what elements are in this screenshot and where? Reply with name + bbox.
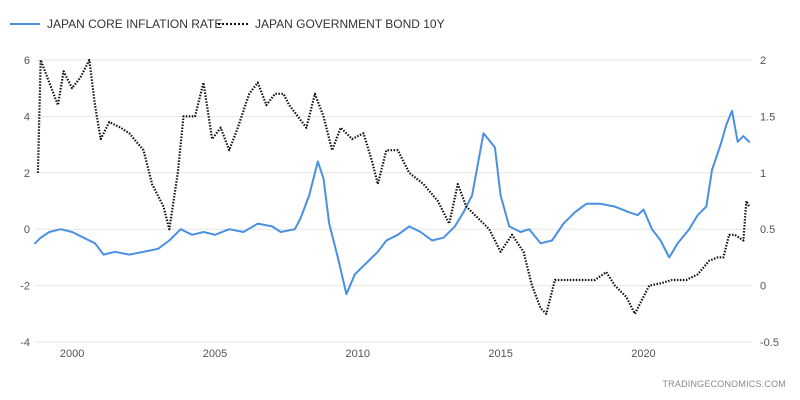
grid [35, 59, 752, 343]
x-tick-label: 2005 [203, 348, 227, 360]
legend-label-bond-10y: JAPAN GOVERNMENT BOND 10Y [255, 17, 445, 31]
right-axis: -0.5 0 0.5 1 1.5 2 [760, 55, 779, 349]
y-right-tick-label: 0 [760, 281, 766, 293]
legend: JAPAN CORE INFLATION RATE JAPAN GOVERNME… [10, 17, 445, 31]
y-right-tick-label: 1 [760, 168, 766, 180]
watermark: TRADINGECONOMICS.COM [662, 379, 786, 389]
plot-area [34, 58, 751, 315]
y-right-tick-label: 0.5 [760, 224, 775, 236]
y-left-tick-label: 0 [24, 224, 30, 236]
y-left-tick-label: 4 [24, 111, 30, 123]
left-axis: -4 -2 0 2 4 6 [20, 55, 30, 349]
y-right-tick-label: 2 [760, 55, 766, 67]
legend-label-core-inflation: JAPAN CORE INFLATION RATE [47, 17, 222, 31]
y-left-tick-label: 2 [24, 168, 30, 180]
y-right-tick-label: 1.5 [760, 111, 775, 123]
x-tick-label: 2015 [488, 348, 512, 360]
x-tick-label: 2000 [60, 348, 84, 360]
x-tick-label: 2010 [346, 348, 370, 360]
series-line-bond-10y [36, 58, 751, 315]
y-right-tick-label: -0.5 [760, 337, 779, 349]
y-left-tick-label: -4 [20, 337, 30, 349]
x-axis: 2000 2005 2010 2015 2020 [60, 348, 656, 360]
y-left-tick-label: 6 [24, 55, 30, 67]
series-line-core-inflation [34, 109, 751, 296]
y-left-tick-label: -2 [20, 281, 30, 293]
x-tick-label: 2020 [631, 348, 655, 360]
